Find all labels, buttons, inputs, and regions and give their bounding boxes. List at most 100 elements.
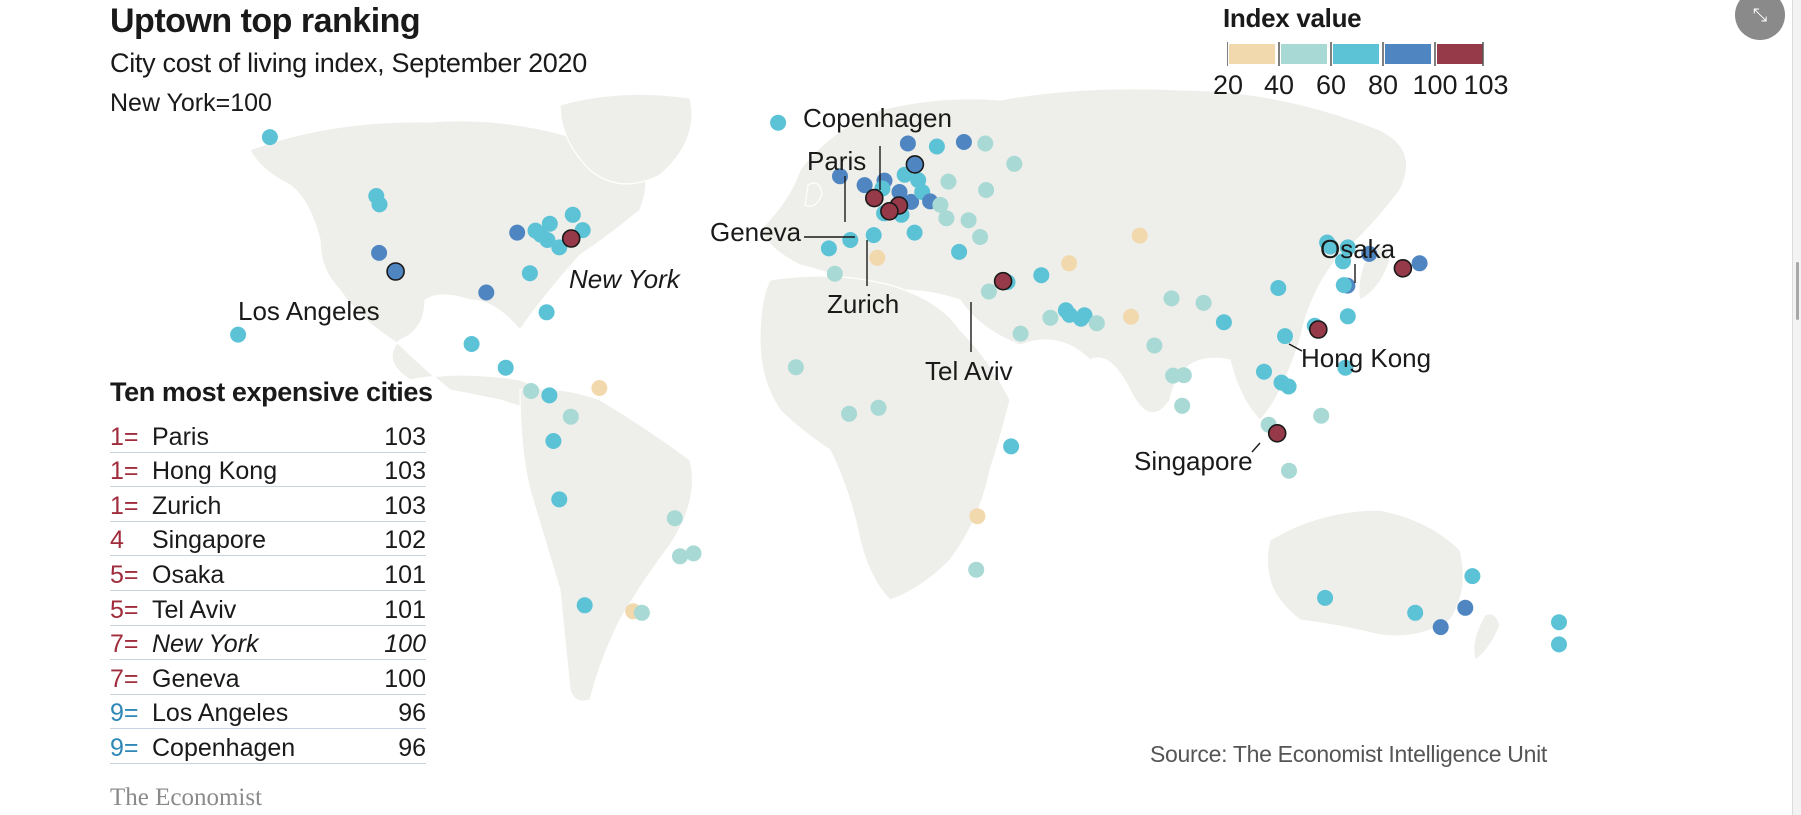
city-dot: [1277, 328, 1293, 345]
city-cell: Geneva: [152, 659, 365, 695]
geneva-label: Geneva: [710, 217, 802, 247]
legend-tick: 100: [1412, 70, 1458, 100]
uk-landmass: [804, 182, 823, 207]
city-dot: [633, 604, 650, 621]
source-note: Source: The Economist Intelligence Unit: [1150, 741, 1547, 767]
legend-swatches: [1227, 42, 1484, 66]
city-dot: [1042, 309, 1059, 326]
city-dot: [906, 224, 923, 241]
city-dot: [576, 597, 593, 614]
city-dot: [891, 184, 908, 200]
city-dot: [497, 359, 514, 376]
city-dot: [842, 232, 859, 248]
australia-landmass: [1266, 509, 1464, 637]
city-dot: [509, 224, 526, 241]
city-dot: [1195, 294, 1212, 311]
city-dot: [932, 196, 949, 213]
city-dot: [1256, 363, 1272, 380]
city-dot: [685, 545, 702, 562]
city-dot: [1267, 423, 1287, 443]
rank-cell: 5=: [110, 555, 152, 591]
chart-note: New York=100: [110, 89, 272, 117]
collapse-button[interactable]: ⤡: [1735, 0, 1785, 40]
value-cell: 100: [364, 659, 426, 695]
city-cell: Copenhagen: [152, 728, 365, 764]
city-dot: [1411, 255, 1428, 272]
city-dot: [820, 240, 837, 257]
table-row: 1= Hong Kong 103: [110, 452, 426, 488]
value-cell: 101: [364, 590, 426, 626]
city-cell: Zurich: [152, 486, 365, 522]
legend-tick: 20: [1212, 70, 1244, 100]
city-dot: [1361, 245, 1378, 262]
south-america-landmass: [519, 388, 694, 702]
singapore-leader: [1251, 442, 1261, 453]
city-dot: [1551, 636, 1567, 653]
city-dot: [1551, 614, 1567, 631]
city-dot: [977, 135, 994, 152]
city-dot: [591, 380, 608, 396]
table-row: 7= Geneva 100: [110, 659, 426, 695]
legend-swatch: [1333, 44, 1379, 64]
city-dot: [478, 284, 495, 301]
city-dot: [864, 188, 884, 208]
city-dot: [1123, 308, 1139, 325]
legend-ticks: 20 40 60 80 100 103: [1210, 70, 1530, 102]
rank-cell: 9=: [110, 728, 152, 764]
city-dot: [1146, 337, 1163, 354]
city-dot: [951, 243, 968, 260]
city-dot: [865, 227, 882, 244]
city-dot: [787, 359, 804, 376]
city-dot: [978, 182, 995, 198]
scrollbar-track[interactable]: [1792, 0, 1801, 815]
city-dot: [940, 173, 957, 190]
table-row: 5= Osaka 101: [110, 555, 426, 591]
table-row: 1= Paris 103: [110, 418, 426, 453]
rank-cell: 1=: [110, 452, 152, 488]
city-dot: [541, 215, 558, 232]
label-leaders: [804, 146, 1356, 453]
city-cell: New York: [152, 625, 365, 661]
city-dot: [672, 548, 688, 565]
city-dot: [1407, 604, 1424, 621]
city-dot: [1317, 589, 1334, 606]
city-dot: [856, 177, 873, 194]
rank-cell: 5=: [110, 590, 152, 626]
los-angeles-label: Los Angeles: [238, 296, 380, 326]
city-dot: [1335, 253, 1351, 270]
city-dot: [928, 138, 945, 155]
city-dots: [230, 114, 1567, 653]
legend-tick: 40: [1263, 70, 1295, 100]
city-dot: [1174, 397, 1191, 414]
city-dot: [541, 387, 558, 404]
city-dot: [1432, 619, 1449, 636]
rank-cell: 9=: [110, 694, 152, 730]
paris-label: Paris: [807, 146, 866, 176]
city-dot: [386, 262, 405, 281]
value-cell: 103: [364, 486, 426, 522]
city-dot: [1335, 277, 1352, 294]
scrollbar-thumb[interactable]: [1796, 262, 1799, 320]
city-cell: Hong Kong: [152, 452, 365, 488]
city-dot: [899, 135, 916, 152]
tel-aviv-label: Tel Aviv: [925, 356, 1013, 386]
city-cell: Paris: [152, 418, 365, 453]
copenhagen-label: Copenhagen: [803, 103, 952, 133]
value-cell: 96: [364, 728, 426, 764]
city-dot: [1215, 314, 1232, 331]
city-dot: [1313, 407, 1330, 424]
africa-landmass: [759, 275, 1011, 601]
city-dot: [1339, 308, 1356, 325]
city-dot: [1033, 267, 1050, 284]
legend-tick: 80: [1367, 70, 1399, 100]
ranking-table-body: 1= Paris 103 1= Hong Kong 103 1= Zurich 103 4 Sing…: [110, 418, 426, 764]
legend-color-scale: [1227, 42, 1484, 66]
city-dot: [841, 405, 858, 422]
rank-cell: 7=: [110, 659, 152, 695]
city-dot: [1175, 367, 1192, 384]
city-cell: Los Angeles: [152, 694, 365, 730]
city-dot: [1393, 258, 1413, 278]
city-cell: Osaka: [152, 555, 365, 591]
city-dot: [770, 114, 787, 131]
